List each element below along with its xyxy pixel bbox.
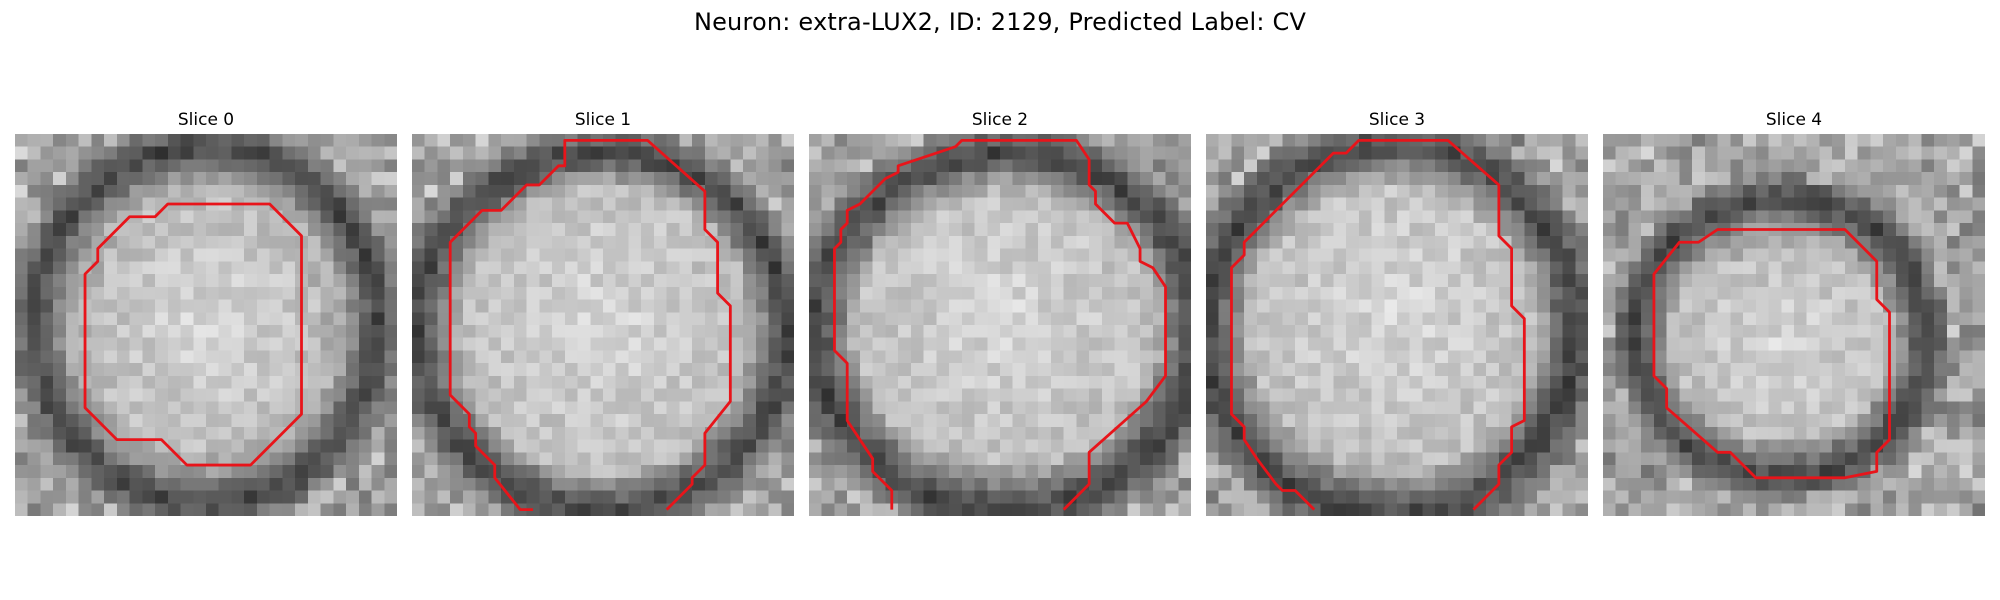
slice-image (15, 134, 397, 516)
slice-image (412, 134, 794, 516)
segmentation-contour (448, 138, 732, 512)
slice-panel-2: Slice 2 (809, 108, 1191, 516)
pixel-grid (412, 134, 794, 516)
slice-title: Slice 0 (177, 110, 235, 130)
segmentation-contour (1230, 138, 1526, 511)
slice-title: Slice 4 (1765, 110, 1823, 130)
slice-title: Slice 1 (574, 110, 632, 130)
segmentation-contour (833, 138, 1167, 511)
figure-title: Neuron: extra-LUX2, ID: 2129, Predicted … (693, 8, 1307, 36)
slice-title: Slice 2 (971, 110, 1029, 130)
slice-panel-3: Slice 3 (1206, 108, 1588, 516)
segmentation-contour (83, 202, 303, 467)
segmentation-contour (1652, 228, 1891, 480)
slice-panel-4: Slice 4 (1603, 108, 1985, 516)
slice-image (1206, 134, 1588, 516)
pixel-grid (809, 134, 1191, 516)
pixel-grid (1603, 134, 1985, 516)
slice-image (1603, 134, 1985, 516)
slice-title: Slice 3 (1368, 110, 1426, 130)
slice-panel-0: Slice 0 (15, 108, 397, 516)
slice-panel-1: Slice 1 (412, 108, 794, 516)
pixel-grid (15, 134, 397, 516)
pixel-grid (1206, 134, 1588, 516)
slice-image (809, 134, 1191, 516)
